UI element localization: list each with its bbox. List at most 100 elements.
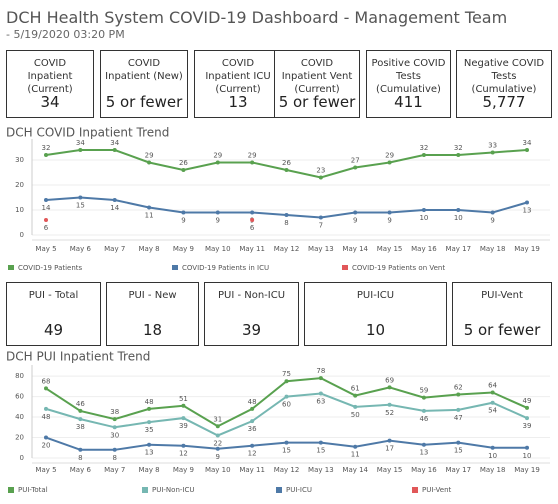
kpi-title: Positive COVID Tests (Cumulative): [371, 58, 446, 95]
data-point: [490, 150, 495, 155]
data-label: 60: [282, 401, 291, 409]
data-point: [318, 376, 323, 381]
data-point: [284, 379, 289, 384]
data-label: 15: [76, 202, 85, 210]
data-label: 13: [523, 207, 532, 215]
data-point: [215, 424, 220, 429]
kpi-card: COVID Inpatient Vent (Current) 5 or fewer: [274, 50, 360, 118]
x-tick-label: May 12: [274, 466, 300, 474]
data-label: 23: [316, 167, 325, 175]
data-point: [284, 394, 289, 399]
kpi-card: PUI-ICU 10: [304, 282, 447, 346]
kpi-card: COVID Inpatient (New) 5 or fewer: [100, 50, 188, 118]
kpi-card: PUI-Vent 5 or fewer: [452, 282, 552, 346]
kpi-title: COVID Inpatient (New): [105, 58, 183, 82]
data-label: 46: [419, 415, 428, 423]
data-point: [250, 210, 255, 215]
data-point: [147, 420, 152, 425]
legend-label: COVID-19 Patients in ICU: [182, 264, 269, 270]
data-point: [456, 392, 461, 397]
data-label: 48: [42, 413, 51, 421]
chart: DCH COVID Inpatient Trend 0 10 20 30 May 5 May…: [6, 126, 550, 270]
data-point: [353, 444, 358, 449]
data-label: 8: [78, 454, 82, 462]
data-point: [490, 400, 495, 405]
data-label: 48: [248, 398, 257, 406]
legend-swatch: [276, 487, 282, 493]
data-label: 34: [76, 139, 85, 147]
data-point: [44, 218, 48, 222]
data-point: [353, 210, 358, 215]
data-label: 9: [387, 217, 391, 225]
data-label: 46: [76, 400, 85, 408]
legend-swatch: [172, 265, 178, 270]
data-point: [490, 210, 495, 215]
dashboard-title: DCH Health System COVID-19 Dashboard - M…: [6, 8, 508, 27]
data-label: 75: [282, 370, 291, 378]
data-point: [147, 406, 152, 411]
data-point: [181, 403, 186, 408]
data-point: [284, 440, 289, 445]
x-tick-label: May 18: [480, 466, 506, 474]
data-label: 48: [145, 398, 154, 406]
y-tick-label: 30: [15, 156, 24, 164]
data-point: [44, 406, 48, 411]
data-point: [44, 198, 48, 202]
kpi-title: COVID Inpatient Vent (Current): [281, 58, 353, 95]
data-label: 10: [488, 452, 497, 460]
x-tick-label: May 9: [173, 466, 194, 474]
data-label: 62: [454, 384, 463, 392]
data-point: [525, 405, 529, 410]
legend-label: PUI-Non-ICU: [152, 486, 195, 494]
data-point: [44, 386, 48, 391]
data-label: 50: [351, 411, 360, 419]
data-label: 29: [385, 152, 394, 160]
data-label: 47: [454, 414, 463, 422]
kpi-value: 5 or fewer: [105, 93, 183, 111]
kpi-card: PUI - Non-ICU 39: [204, 282, 299, 346]
legend-label: PUI-Vent: [422, 486, 452, 494]
legend-swatch: [8, 265, 14, 270]
data-label: 26: [282, 159, 291, 167]
data-point: [318, 391, 323, 396]
x-tick-label: May 5: [35, 245, 56, 253]
data-point: [456, 153, 461, 157]
x-tick-label: May 15: [377, 245, 403, 253]
x-tick-label: May 6: [70, 245, 92, 253]
kpi-value: 5 or fewer: [278, 93, 356, 111]
chart-title: DCH COVID Inpatient Trend: [6, 126, 169, 140]
x-tick-label: May 11: [239, 466, 265, 474]
kpi-card: PUI - Total 49: [6, 282, 101, 346]
data-point: [78, 447, 83, 452]
data-label: 31: [213, 415, 222, 423]
kpi-title: PUI - Total: [28, 290, 79, 301]
x-tick-label: May 6: [70, 466, 92, 474]
data-point: [44, 153, 48, 157]
kpi-value: 10: [365, 321, 386, 339]
data-label: 8: [112, 454, 116, 462]
x-tick-label: May 19: [514, 245, 540, 253]
data-label: 15: [454, 447, 463, 455]
kpi-value: 5,777: [482, 93, 526, 111]
data-point: [181, 443, 186, 448]
x-tick-label: May 14: [342, 466, 368, 474]
kpi-card: PUI - New 18: [106, 282, 199, 346]
data-label: 9: [216, 453, 220, 461]
data-label: 38: [110, 408, 119, 416]
x-tick-label: May 8: [138, 466, 159, 474]
data-point: [353, 404, 358, 409]
x-tick-label: May 13: [308, 245, 334, 253]
data-label: 39: [523, 422, 532, 430]
x-tick-label: May 17: [445, 466, 471, 474]
x-tick-label: May 8: [138, 245, 159, 253]
x-tick-label: May 15: [377, 466, 403, 474]
data-point: [78, 148, 83, 152]
data-label: 29: [248, 152, 257, 160]
kpi-title: PUI-ICU: [356, 290, 395, 301]
data-label: 6: [250, 224, 255, 232]
data-label: 52: [385, 409, 394, 417]
data-point: [147, 205, 152, 210]
data-label: 32: [419, 144, 428, 152]
data-label: 54: [488, 407, 497, 415]
data-point: [112, 447, 117, 452]
